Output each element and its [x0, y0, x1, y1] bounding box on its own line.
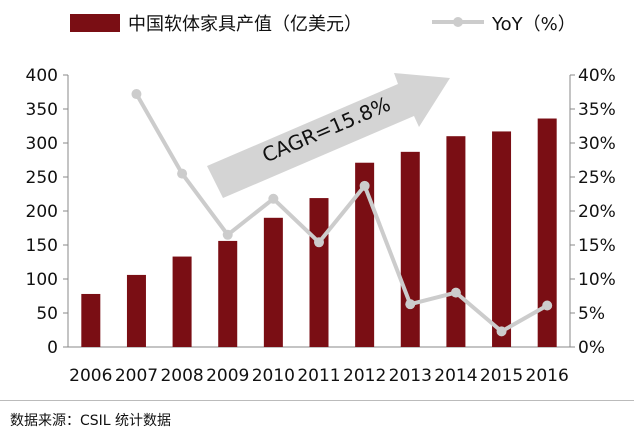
legend: 中国软体家具产值（亿美元） YoY（%）	[70, 14, 576, 35]
yoy-series-line	[134, 93, 549, 334]
bar	[446, 136, 466, 347]
x-tick-label: 2008	[160, 366, 203, 386]
yoy-point	[177, 168, 188, 179]
x-tick-label: 2011	[297, 366, 340, 386]
x-tick-label: 2016	[526, 366, 569, 386]
legend-label-bar: 中国软体家具产值（亿美元）	[128, 14, 362, 35]
left-tick-label: 400	[26, 66, 58, 86]
cagr-arrow	[207, 73, 450, 198]
x-tick-label: 2009	[206, 366, 249, 386]
x-tick-label: 2014	[434, 366, 477, 386]
left-tick-label: 200	[26, 202, 58, 222]
left-tick-label: 150	[26, 236, 58, 256]
yoy-point	[496, 326, 507, 337]
left-tick-label: 350	[26, 100, 58, 120]
yoy-line	[131, 89, 553, 337]
yoy-point	[359, 180, 370, 191]
legend-bar-swatch	[70, 14, 120, 32]
bar	[537, 118, 557, 348]
right-tick-label: 20%	[578, 202, 616, 222]
x-tick-label: 2015	[480, 366, 523, 386]
left-tick-label: 300	[26, 134, 58, 154]
legend-line-marker	[453, 17, 463, 27]
right-tick-label: 0%	[578, 338, 605, 358]
bar	[172, 256, 192, 347]
right-tick-label: 40%	[578, 66, 616, 86]
right-tick-label: 30%	[578, 134, 616, 154]
yoy-point	[131, 89, 142, 100]
left-tick-label: 250	[26, 168, 58, 188]
bar	[492, 131, 512, 347]
bar	[126, 274, 146, 347]
x-tick-label: 2013	[389, 366, 432, 386]
x-tick-label: 2007	[115, 366, 158, 386]
footer-divider	[0, 400, 634, 401]
yoy-point	[268, 193, 279, 204]
right-tick-label: 25%	[578, 168, 616, 188]
yoy-point	[222, 229, 233, 240]
bar	[309, 198, 329, 347]
bar	[263, 217, 283, 347]
right-tick-label: 5%	[578, 304, 605, 324]
legend-label-line: YoY（%）	[491, 14, 576, 35]
bar	[218, 240, 238, 347]
x-tick-label: 2006	[69, 366, 112, 386]
right-tick-label: 35%	[578, 100, 616, 120]
yoy-point	[450, 287, 461, 298]
left-tick-label: 50	[36, 304, 58, 324]
right-tick-label: 15%	[578, 236, 616, 256]
bar	[81, 293, 101, 347]
bar	[355, 162, 375, 347]
bar	[400, 151, 420, 347]
yoy-point	[542, 300, 553, 311]
right-tick-label: 10%	[578, 270, 616, 290]
yoy-point	[405, 299, 416, 310]
axes: 0 50 100 150 200 250 300 350 400 0% 5% 10% 15% 20% 25%…	[26, 66, 616, 386]
yoy-point	[314, 237, 324, 248]
left-tick-label: 0	[47, 338, 58, 358]
x-tick-label: 2012	[343, 366, 386, 386]
source-note: 数据来源：CSIL 统计数据	[10, 413, 172, 429]
left-tick-label: 100	[26, 270, 58, 290]
x-tick-label: 2010	[252, 366, 295, 386]
